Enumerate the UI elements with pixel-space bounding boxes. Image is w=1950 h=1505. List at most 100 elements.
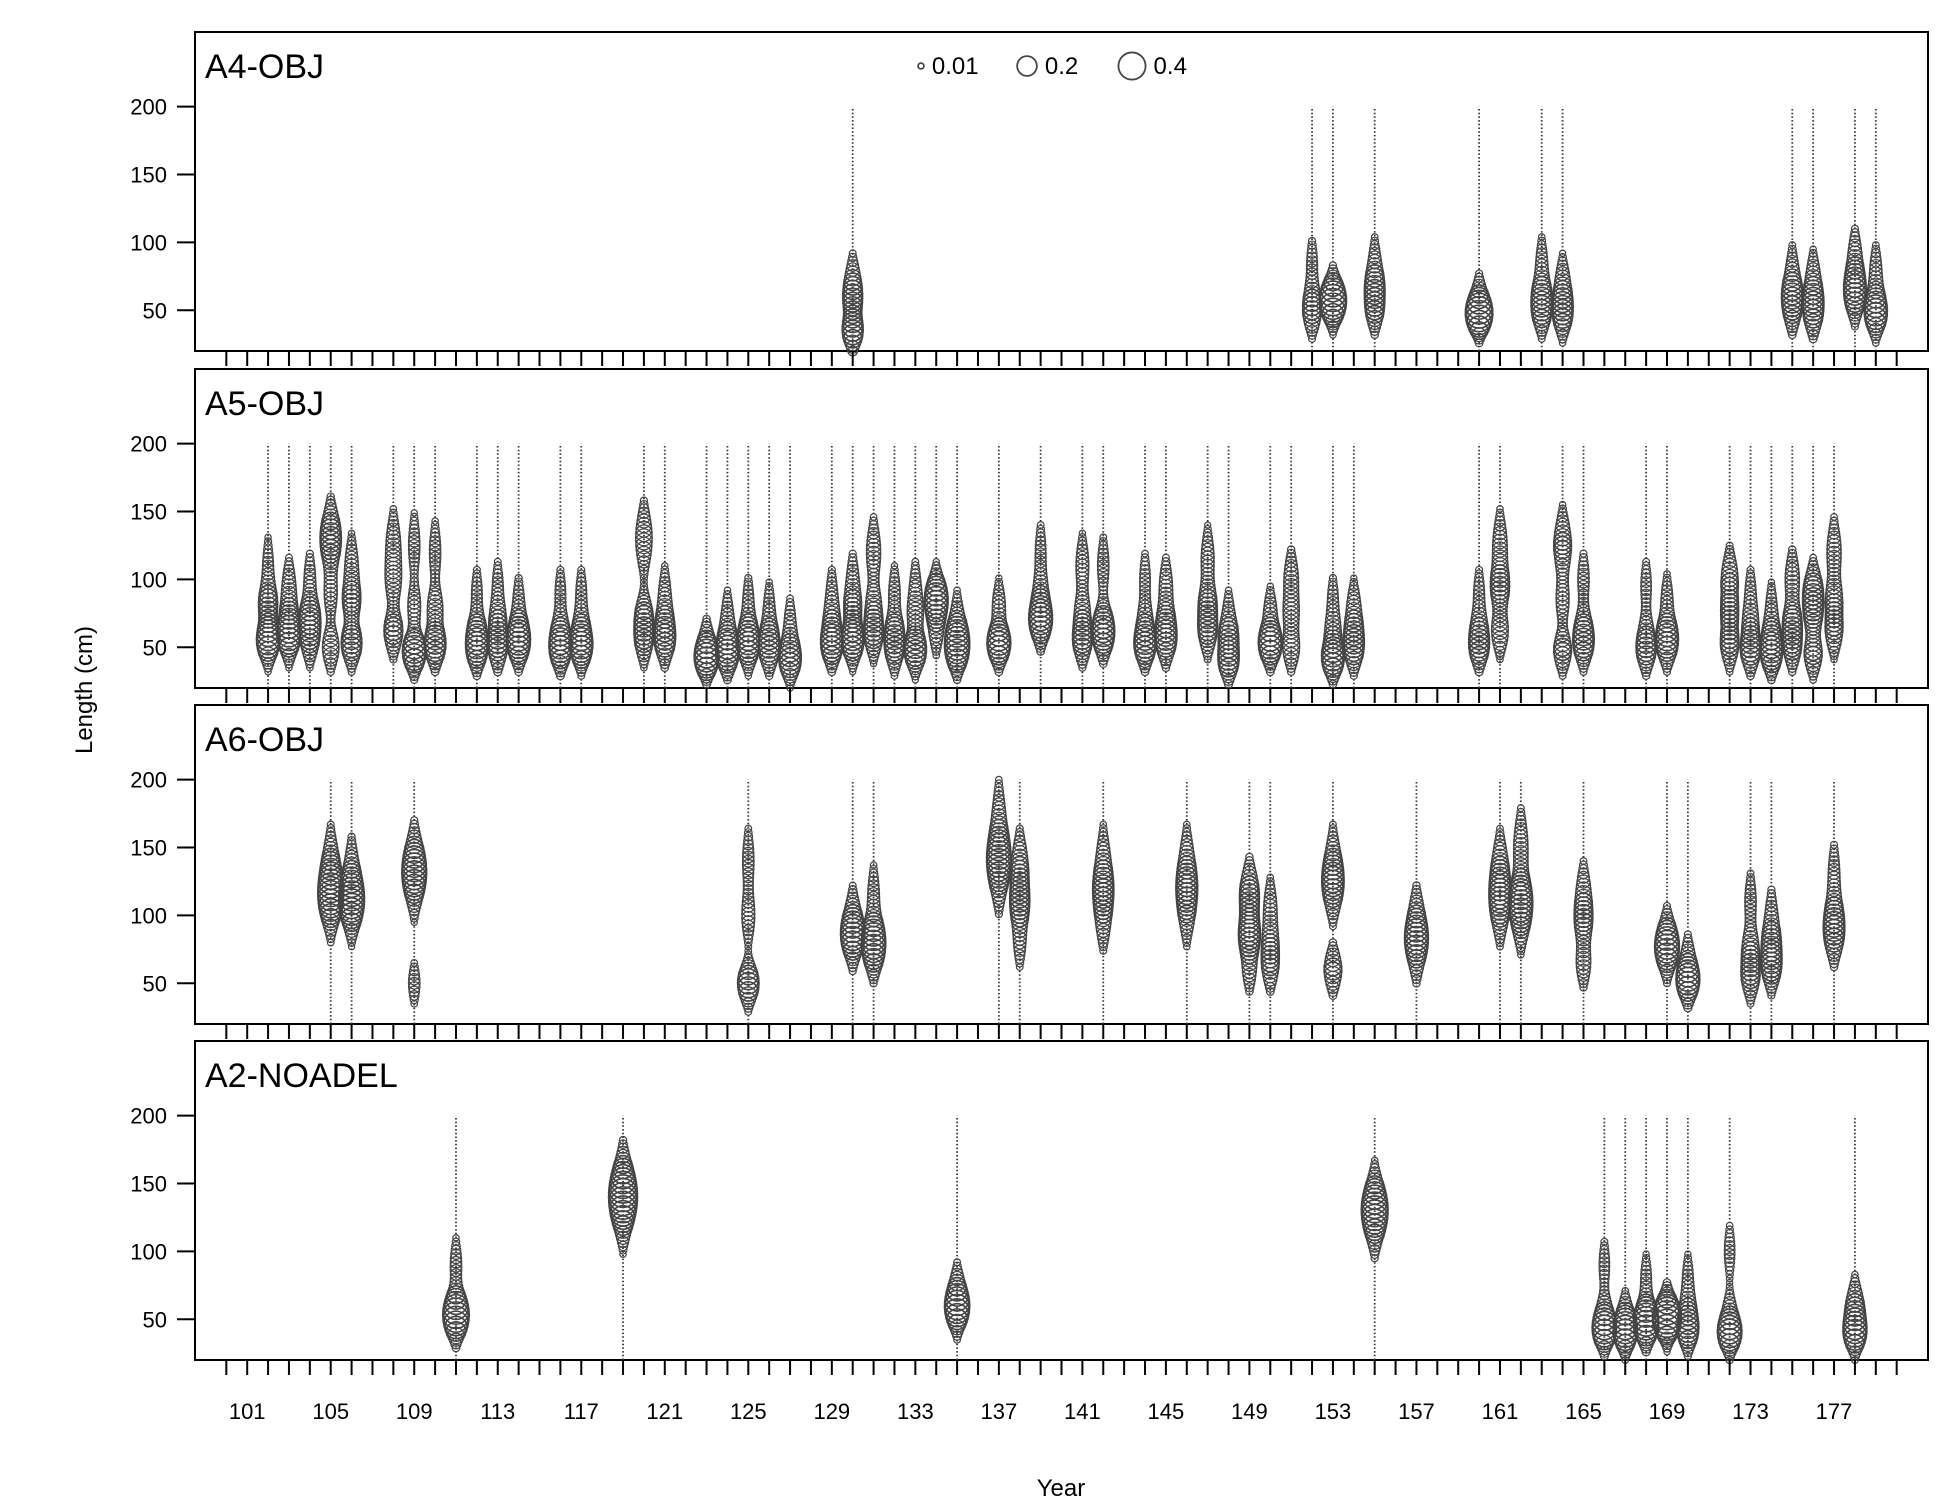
data-point <box>572 610 590 628</box>
data-point <box>1099 820 1108 829</box>
data-point <box>323 582 339 598</box>
data-point <box>778 643 803 668</box>
data-point <box>742 592 755 605</box>
data-point <box>1490 617 1509 636</box>
data-point <box>426 602 444 620</box>
data-point <box>865 545 882 562</box>
data-point <box>778 639 802 663</box>
data-point <box>1349 671 1358 680</box>
data-point <box>449 1268 463 1281</box>
data-point <box>1640 580 1653 593</box>
data-point <box>943 629 971 657</box>
data-point <box>429 568 441 580</box>
data-point <box>1323 957 1343 977</box>
data-point <box>1573 899 1594 921</box>
data-point <box>569 623 593 647</box>
data-point <box>866 554 882 570</box>
data-point <box>1261 613 1280 632</box>
data-point <box>1201 539 1215 552</box>
data-point <box>1577 867 1590 880</box>
data-point <box>321 638 340 657</box>
data-point <box>1471 606 1488 623</box>
data-point <box>1615 1301 1635 1321</box>
data-point <box>741 850 755 864</box>
data-point <box>890 671 899 680</box>
data-point <box>258 584 278 605</box>
data-point <box>994 905 1004 915</box>
data-point <box>1823 903 1845 925</box>
data-point <box>280 589 298 608</box>
data-point <box>1136 606 1154 623</box>
data-point <box>1825 585 1844 604</box>
data-point <box>443 1290 469 1316</box>
data-point <box>1342 627 1366 651</box>
data-point <box>1261 925 1280 944</box>
data-point <box>1553 531 1573 551</box>
data-point <box>1238 882 1261 905</box>
data-point <box>1161 557 1171 567</box>
data-point <box>1138 592 1152 605</box>
data-point <box>1218 616 1239 637</box>
data-point <box>1365 263 1385 284</box>
data-point <box>403 838 425 860</box>
y-tick-label: 50 <box>143 298 167 323</box>
data-point <box>573 606 590 623</box>
data-point <box>1637 1290 1655 1308</box>
data-point <box>472 671 482 681</box>
data-point <box>779 636 802 659</box>
data-point <box>1029 591 1052 614</box>
data-point <box>1760 624 1783 646</box>
data-point <box>824 594 840 611</box>
data-point <box>764 581 774 591</box>
series-year-155 <box>1363 106 1386 351</box>
data-point <box>1155 608 1177 630</box>
data-point <box>1305 263 1319 276</box>
data-point <box>1154 615 1178 639</box>
data-point <box>493 561 503 571</box>
data-point <box>409 516 419 526</box>
data-point <box>575 580 588 593</box>
data-point <box>1495 650 1505 661</box>
data-point <box>1494 834 1506 847</box>
data-point <box>1639 612 1653 626</box>
data-point <box>1742 930 1759 947</box>
data-point <box>1491 537 1508 554</box>
data-point <box>1495 508 1505 518</box>
data-point <box>506 619 531 643</box>
data-point <box>608 1174 638 1204</box>
data-point <box>635 598 653 616</box>
series-year-130 <box>839 779 866 1024</box>
data-point <box>1197 604 1219 626</box>
data-point <box>841 287 864 309</box>
data-point <box>1406 904 1427 924</box>
data-point <box>1719 596 1740 617</box>
data-point <box>762 596 776 609</box>
data-point <box>1784 574 1801 590</box>
data-point <box>405 626 423 644</box>
data-point <box>1305 267 1319 281</box>
data-point <box>1830 513 1838 521</box>
data-point <box>489 601 507 620</box>
data-point <box>1536 243 1548 255</box>
data-point <box>1871 244 1881 254</box>
data-point <box>1826 885 1842 902</box>
data-point <box>863 608 884 629</box>
series-year-165 <box>1573 779 1594 1024</box>
data-point <box>635 517 652 534</box>
series-year-130 <box>840 443 865 688</box>
data-point <box>1093 604 1113 625</box>
data-point <box>635 524 653 543</box>
data-point <box>994 577 1004 587</box>
data-point <box>1139 584 1151 597</box>
data-point <box>449 1264 463 1277</box>
legend: 0.01 0.2 0.4 <box>917 51 1187 81</box>
data-point <box>1175 862 1198 885</box>
data-point <box>1721 561 1739 579</box>
data-point <box>385 533 402 550</box>
data-point <box>407 981 421 994</box>
series-year-145 <box>1153 443 1178 688</box>
data-point <box>1363 274 1386 297</box>
data-point <box>451 1237 461 1247</box>
data-point <box>1245 987 1254 996</box>
data-point <box>1286 545 1296 554</box>
